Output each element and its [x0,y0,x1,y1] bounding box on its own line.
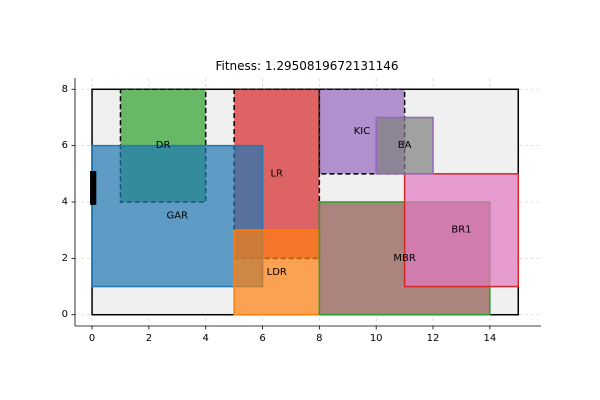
y-tick-label: 8 [62,84,68,95]
y-tick-label: 0 [62,309,68,320]
x-tick-label: 4 [203,333,209,344]
x-tick-label: 14 [483,333,496,344]
x-tick-label: 8 [316,333,322,344]
y-tick-label: 6 [62,140,68,151]
room-label-ldr: LDR [267,267,287,278]
axes-layer: 0 2 4 6 8 10 12 14 0 2 4 6 8 [62,78,541,344]
chart-title: Fitness: 1.2950819672131146 [215,59,398,73]
rooms-layer [90,88,520,316]
x-tick-label: 6 [259,333,265,344]
x-tick-label: 0 [89,333,95,344]
room-ldr [233,229,321,316]
room-ba [375,116,434,175]
x-tick-label: 10 [370,333,383,344]
room-label-br1: BR1 [451,225,471,236]
x-tick-label: 12 [427,333,440,344]
y-tick-label: 2 [62,253,68,264]
room-label-lr: LR [270,168,283,179]
room-label-mbr: MBR [393,253,415,264]
room-label-gar: GAR [167,211,189,222]
x-tick-label: 2 [146,333,152,344]
room-br1 [403,173,520,288]
room-label-ba: BA [398,140,412,151]
entrance-marker [90,171,97,205]
room-label-kic: KIC [354,126,371,137]
room-labels-layer: DR LR KIC GAR LDR MBR BR1 BA [156,126,472,278]
room-label-dr: DR [156,140,171,151]
y-tick-label: 4 [62,197,68,208]
